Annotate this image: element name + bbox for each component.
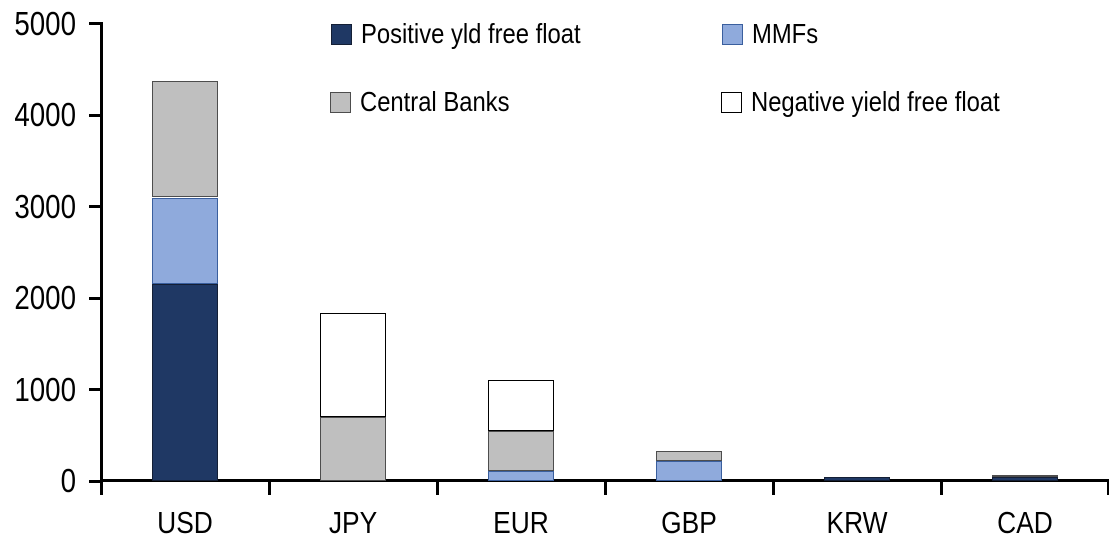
bar-segment-gbp-mmfs[interactable] [656,460,723,481]
x-category-label: KRW [826,505,888,540]
y-tick-label: 5000 [14,4,76,42]
y-tick-label: 3000 [14,187,76,225]
legend-swatch-mmfs [722,23,743,45]
y-tick [89,388,101,392]
bar-segment-gbp-central-banks[interactable] [656,450,723,461]
bar-segment-eur-negative-yield-free-float[interactable] [488,379,555,431]
legend-swatch-negative-yield-free-float [721,91,742,113]
legend-label-negative-yield-free-float: Negative yield free float [751,86,1000,117]
bar-segment-eur-central-banks[interactable] [488,430,555,471]
x-tick [771,482,775,495]
y-tick [89,205,101,209]
x-tick [1107,482,1109,495]
bar-segment-usd-central-banks[interactable] [152,81,219,198]
legend-item-mmfs[interactable]: MMFs [722,18,830,49]
legend-item-positive-yld-free-float[interactable]: Positive yld free float [331,18,619,49]
x-tick [435,482,439,495]
y-tick-label: 0 [60,462,76,499]
legend-label-positive-yld-free-float: Positive yld free float [361,18,581,49]
x-tick [939,482,943,495]
legend-label-mmfs: MMFs [752,18,819,49]
x-category-label: EUR [493,505,550,540]
bar-segment-jpy-central-banks[interactable] [320,417,387,481]
y-tick-label: 2000 [14,279,76,317]
legend-swatch-central-banks [330,91,351,113]
y-tick [89,296,101,300]
y-tick [89,22,101,26]
x-tick [100,482,103,495]
y-tick [89,479,101,483]
x-axis [100,479,1109,482]
x-tick [267,482,271,495]
bar-segment-jpy-negative-yield-free-float[interactable] [320,312,387,417]
bar-segment-usd-mmfs[interactable] [152,197,219,285]
bar-segment-cad-central-banks[interactable] [991,475,1058,478]
x-tick [603,482,607,495]
bar-segment-cad-positive-yld-free-float[interactable] [991,477,1058,481]
x-category-label: JPY [329,505,378,540]
y-tick-label: 1000 [14,370,76,408]
bar-segment-eur-mmfs[interactable] [488,470,555,481]
y-axis [100,22,103,483]
legend-label-central-banks: Central Banks [360,86,510,117]
y-tick [89,113,101,117]
x-category-label: CAD [997,505,1053,540]
bar-segment-krw-positive-yld-free-float[interactable] [824,476,891,481]
y-tick-label: 4000 [14,96,76,134]
legend-item-negative-yield-free-float[interactable]: Negative yield free float [721,86,1044,117]
bar-segment-usd-positive-yld-free-float[interactable] [152,284,219,481]
legend-swatch-positive-yld-free-float [331,23,352,45]
x-category-label: GBP [661,505,717,540]
x-category-label: USD [157,505,214,540]
legend-item-central-banks[interactable]: Central Banks [330,86,536,117]
